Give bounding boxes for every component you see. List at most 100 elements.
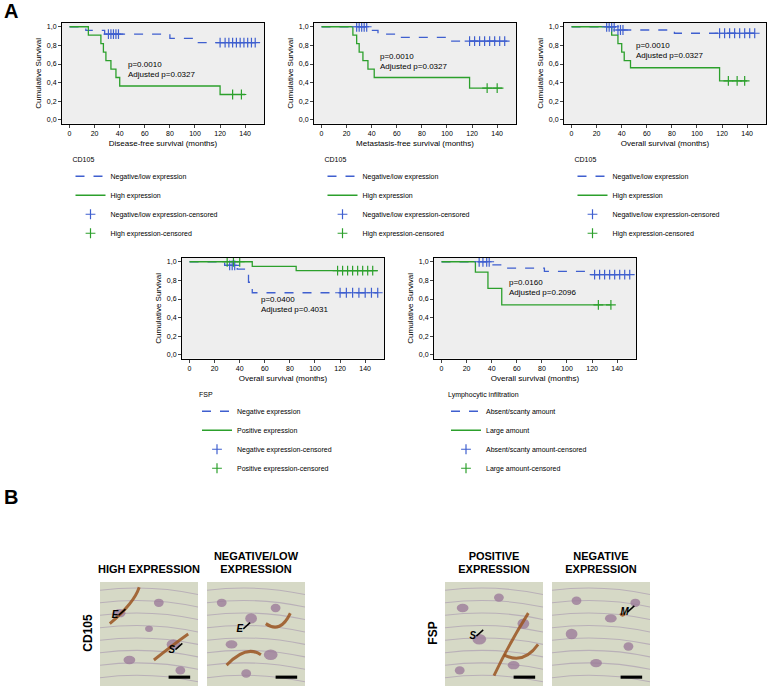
svg-text:0,6: 0,6 — [299, 60, 309, 67]
svg-text:Lymphocytic infiltration: Lymphocytic infiltration — [448, 391, 519, 399]
svg-text:CD105: CD105 — [73, 156, 95, 163]
svg-text:100: 100 — [309, 365, 321, 372]
svg-text:S: S — [169, 643, 176, 654]
svg-text:0,2: 0,2 — [419, 333, 429, 340]
svg-text:80: 80 — [418, 130, 426, 137]
svg-text:Negative/low expression: Negative/low expression — [363, 173, 439, 181]
svg-text:Negative/low expression-censor: Negative/low expression-censored — [111, 211, 218, 219]
svg-text:High expression-censored: High expression-censored — [613, 230, 694, 238]
svg-text:Disease-free survival (months): Disease-free survival (months) — [109, 139, 218, 148]
svg-text:100: 100 — [189, 130, 201, 137]
svg-text:0: 0 — [68, 130, 72, 137]
svg-text:40: 40 — [368, 130, 376, 137]
svg-text:0,2: 0,2 — [47, 98, 57, 105]
svg-text:140: 140 — [611, 365, 623, 372]
svg-text:80: 80 — [668, 130, 676, 137]
svg-text:Negative/low expression-censor: Negative/low expression-censored — [363, 211, 470, 219]
svg-text:CD105: CD105 — [325, 156, 347, 163]
svg-text:High expression-censored: High expression-censored — [111, 230, 192, 238]
svg-text:Cumulative Survival: Cumulative Survival — [406, 273, 415, 344]
svg-text:Overall survival (months): Overall survival (months) — [491, 374, 580, 383]
svg-text:E: E — [236, 623, 243, 634]
svg-text:120: 120 — [586, 365, 598, 372]
svg-text:0,4: 0,4 — [47, 79, 57, 86]
svg-text:20: 20 — [91, 130, 99, 137]
svg-text:60: 60 — [643, 130, 651, 137]
svg-text:60: 60 — [393, 130, 401, 137]
svg-text:100: 100 — [441, 130, 453, 137]
svg-text:0,8: 0,8 — [299, 42, 309, 49]
svg-text:20: 20 — [343, 130, 351, 137]
svg-text:120: 120 — [466, 130, 478, 137]
svg-text:p=0.0400Adjusted p=0.4031: p=0.0400Adjusted p=0.4031 — [261, 295, 328, 314]
svg-text:Overall survival (months): Overall survival (months) — [621, 139, 710, 148]
svg-text:Cumulative Survival: Cumulative Survival — [536, 38, 545, 109]
svg-text:140: 140 — [359, 365, 371, 372]
svg-text:140: 140 — [741, 130, 753, 137]
svg-text:120: 120 — [716, 130, 728, 137]
svg-text:0,8: 0,8 — [167, 277, 177, 284]
svg-text:Negative/low expression-censor: Negative/low expression-censored — [613, 211, 720, 219]
svg-text:40: 40 — [488, 365, 496, 372]
svg-text:1,0: 1,0 — [167, 258, 177, 265]
svg-text:Absent/scanty amount-censored: Absent/scanty amount-censored — [486, 446, 586, 454]
svg-text:0,0: 0,0 — [167, 351, 177, 358]
svg-text:0,6: 0,6 — [549, 60, 559, 67]
svg-text:60: 60 — [141, 130, 149, 137]
svg-text:0,4: 0,4 — [419, 314, 429, 321]
svg-text:High expression: High expression — [111, 192, 161, 200]
svg-text:0,6: 0,6 — [419, 295, 429, 302]
svg-text:0,4: 0,4 — [167, 314, 177, 321]
svg-text:0: 0 — [320, 130, 324, 137]
svg-text:0,0: 0,0 — [419, 351, 429, 358]
svg-text:40: 40 — [236, 365, 244, 372]
svg-text:Overall survival (months): Overall survival (months) — [239, 374, 328, 383]
svg-text:Metastasis-free survival (mont: Metastasis-free survival (months) — [356, 139, 474, 148]
svg-text:1,0: 1,0 — [47, 23, 57, 30]
svg-text:Positive expression-censored: Positive expression-censored — [237, 465, 329, 473]
svg-text:Large amount-censored: Large amount-censored — [486, 465, 560, 473]
svg-text:0: 0 — [188, 365, 192, 372]
svg-text:S: S — [470, 630, 477, 641]
svg-text:Negative/low expression: Negative/low expression — [111, 173, 187, 181]
svg-text:80: 80 — [286, 365, 294, 372]
svg-text:1,0: 1,0 — [299, 23, 309, 30]
svg-text:0,0: 0,0 — [47, 116, 57, 123]
svg-text:0,4: 0,4 — [549, 79, 559, 86]
svg-text:0,0: 0,0 — [549, 116, 559, 123]
svg-text:Large amount: Large amount — [486, 427, 529, 435]
svg-text:Negative/low expression: Negative/low expression — [613, 173, 689, 181]
svg-text:FSP: FSP — [199, 391, 213, 398]
svg-text:60: 60 — [261, 365, 269, 372]
svg-text:0,2: 0,2 — [299, 98, 309, 105]
svg-text:E: E — [112, 609, 119, 620]
svg-text:Positive expression: Positive expression — [237, 427, 297, 435]
svg-text:80: 80 — [538, 365, 546, 372]
svg-text:20: 20 — [211, 365, 219, 372]
svg-text:Cumulative Survival: Cumulative Survival — [34, 38, 43, 109]
svg-text:100: 100 — [561, 365, 573, 372]
svg-text:0,8: 0,8 — [47, 42, 57, 49]
svg-text:0,0: 0,0 — [299, 116, 309, 123]
svg-text:p=0.0160Adjusted p=0.2096: p=0.0160Adjusted p=0.2096 — [509, 278, 576, 297]
svg-text:40: 40 — [116, 130, 124, 137]
svg-text:Cumulative Survival: Cumulative Survival — [154, 273, 163, 344]
svg-text:100: 100 — [691, 130, 703, 137]
svg-text:Negative expression-censored: Negative expression-censored — [237, 446, 332, 454]
svg-text:Absent/scanty amount: Absent/scanty amount — [486, 408, 555, 416]
svg-text:0: 0 — [570, 130, 574, 137]
svg-text:High expression: High expression — [363, 192, 413, 200]
svg-text:Cumulative Survival: Cumulative Survival — [286, 38, 295, 109]
svg-text:High expression-censored: High expression-censored — [363, 230, 444, 238]
svg-text:p=0.0010Adjusted p=0.0327: p=0.0010Adjusted p=0.0327 — [380, 52, 447, 71]
svg-text:0,8: 0,8 — [419, 277, 429, 284]
svg-text:p=0.0010Adjusted p=0.0327: p=0.0010Adjusted p=0.0327 — [636, 41, 703, 60]
svg-text:120: 120 — [214, 130, 226, 137]
svg-text:Negative expression: Negative expression — [237, 408, 301, 416]
svg-text:0,2: 0,2 — [549, 98, 559, 105]
svg-text:140: 140 — [491, 130, 503, 137]
svg-text:120: 120 — [334, 365, 346, 372]
svg-text:60: 60 — [513, 365, 521, 372]
svg-text:0,6: 0,6 — [47, 60, 57, 67]
svg-text:CD105: CD105 — [575, 156, 597, 163]
